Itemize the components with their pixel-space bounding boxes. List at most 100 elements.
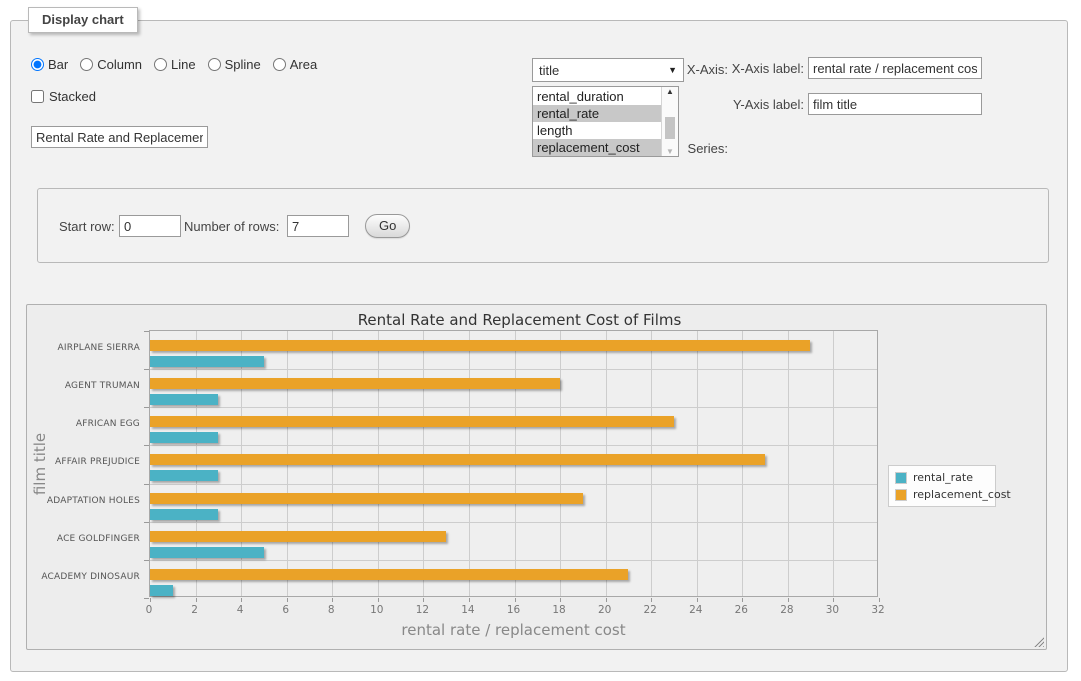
row-range-panel: Start row: Number of rows: Go bbox=[37, 188, 1049, 263]
x-tick-label: 32 bbox=[871, 604, 884, 616]
tick-mark bbox=[144, 407, 149, 408]
resize-grip-icon[interactable] bbox=[1032, 635, 1044, 647]
tick-mark bbox=[606, 598, 607, 602]
category-label: AFRICAN EGG bbox=[27, 419, 140, 429]
chart-legend: rental_rate replacement_cost bbox=[888, 465, 996, 507]
panel-title: Display chart bbox=[28, 7, 138, 33]
tick-mark bbox=[833, 598, 834, 602]
series-option-replacement_cost[interactable]: replacement_cost bbox=[533, 139, 661, 156]
gridline bbox=[833, 331, 834, 596]
x-axis-select-value: title bbox=[539, 63, 559, 78]
y-axis-title-label: Y-Axis label: bbox=[711, 97, 804, 112]
legend-entry-replacement_cost: replacement_cost bbox=[895, 488, 989, 501]
category-label: ADAPTATION HOLES bbox=[27, 496, 140, 506]
chart-type-radio-spline[interactable] bbox=[208, 58, 221, 71]
chart-type-radio-label: Spline bbox=[225, 57, 261, 72]
x-tick-label: 30 bbox=[826, 604, 839, 616]
tick-mark bbox=[332, 598, 333, 602]
start-row-input[interactable] bbox=[119, 215, 181, 237]
scrollbar-thumb[interactable] bbox=[665, 117, 675, 139]
bar-rental_rate bbox=[150, 432, 218, 443]
chart-type-radio-label: Bar bbox=[48, 57, 68, 72]
legend-swatch-icon bbox=[895, 472, 907, 484]
x-tick-label: 18 bbox=[552, 604, 565, 616]
tick-mark bbox=[560, 598, 561, 602]
x-axis-title-label: X-Axis label: bbox=[711, 61, 804, 76]
x-axis-select[interactable]: title ▼ bbox=[532, 58, 684, 82]
gridline bbox=[788, 331, 789, 596]
number-of-rows-input[interactable] bbox=[287, 215, 349, 237]
x-tick-label: 0 bbox=[146, 604, 153, 616]
stacked-checkbox[interactable] bbox=[31, 90, 44, 103]
bar-rental_rate bbox=[150, 585, 173, 596]
stacked-row: Stacked bbox=[31, 89, 96, 104]
legend-label: replacement_cost bbox=[913, 488, 1011, 501]
series-option-rental_rate[interactable]: rental_rate bbox=[533, 105, 661, 122]
gridline bbox=[150, 560, 877, 561]
tick-mark bbox=[144, 369, 149, 370]
x-tick-label: 8 bbox=[328, 604, 335, 616]
chart-type-radio-bar[interactable] bbox=[31, 58, 44, 71]
tick-mark bbox=[469, 598, 470, 602]
category-label: ACE GOLDFINGER bbox=[27, 534, 140, 544]
tick-mark bbox=[879, 598, 880, 602]
y-axis-title-input[interactable] bbox=[808, 93, 982, 115]
number-of-rows-label: Number of rows: bbox=[184, 219, 279, 234]
chart-type-option-line[interactable]: Line bbox=[154, 57, 196, 72]
chart-type-radio-label: Line bbox=[171, 57, 196, 72]
scroll-down-icon[interactable]: ▼ bbox=[662, 147, 678, 156]
chart-type-radio-line[interactable] bbox=[154, 58, 167, 71]
x-tick-label: 22 bbox=[644, 604, 657, 616]
tick-mark bbox=[196, 598, 197, 602]
bar-replacement_cost bbox=[150, 493, 583, 504]
series-option-length[interactable]: length bbox=[533, 122, 661, 139]
gridline bbox=[150, 484, 877, 485]
chart-type-radio-label: Area bbox=[290, 57, 317, 72]
tick-mark bbox=[742, 598, 743, 602]
tick-mark bbox=[241, 598, 242, 602]
category-label: AIRPLANE SIERRA bbox=[27, 343, 140, 353]
tick-mark bbox=[287, 598, 288, 602]
category-label: AGENT TRUMAN bbox=[27, 381, 140, 391]
x-tick-label: 10 bbox=[370, 604, 383, 616]
series-option-rental_duration[interactable]: rental_duration bbox=[533, 88, 661, 105]
tick-mark bbox=[144, 484, 149, 485]
go-button[interactable]: Go bbox=[365, 214, 410, 238]
tick-mark bbox=[150, 598, 151, 602]
chart-type-option-spline[interactable]: Spline bbox=[208, 57, 261, 72]
legend-label: rental_rate bbox=[913, 471, 973, 484]
x-tick-label: 12 bbox=[416, 604, 429, 616]
tick-mark bbox=[651, 598, 652, 602]
chart-title: Rental Rate and Replacement Cost of Film… bbox=[27, 311, 1012, 329]
x-tick-label: 28 bbox=[780, 604, 793, 616]
chart-type-option-column[interactable]: Column bbox=[80, 57, 142, 72]
bar-rental_rate bbox=[150, 547, 264, 558]
chart-x-axis-title: rental rate / replacement cost bbox=[149, 621, 878, 639]
bar-replacement_cost bbox=[150, 454, 765, 465]
series-multiselect[interactable]: rental_durationrental_ratelengthreplacem… bbox=[532, 86, 679, 157]
chevron-down-icon: ▼ bbox=[668, 65, 677, 75]
series-scrollbar[interactable]: ▲ ▼ bbox=[661, 87, 678, 156]
x-tick-label: 26 bbox=[735, 604, 748, 616]
chart-type-radio-column[interactable] bbox=[80, 58, 93, 71]
gridline bbox=[150, 445, 877, 446]
gridline bbox=[150, 369, 877, 370]
chart-title-input[interactable] bbox=[31, 126, 208, 148]
tick-mark bbox=[697, 598, 698, 602]
chart-type-option-area[interactable]: Area bbox=[273, 57, 317, 72]
plot-grid bbox=[149, 330, 878, 597]
tick-mark bbox=[144, 331, 149, 332]
chart-type-radio-area[interactable] bbox=[273, 58, 286, 71]
chart-type-option-bar[interactable]: Bar bbox=[31, 57, 68, 72]
x-axis-title-input[interactable] bbox=[808, 57, 982, 79]
bar-replacement_cost bbox=[150, 569, 628, 580]
bar-replacement_cost bbox=[150, 340, 810, 351]
category-label: ACADEMY DINOSAUR bbox=[27, 572, 140, 582]
stacked-label: Stacked bbox=[49, 89, 96, 104]
scroll-up-icon[interactable]: ▲ bbox=[662, 87, 678, 96]
tick-mark bbox=[144, 598, 149, 599]
x-tick-label: 20 bbox=[598, 604, 611, 616]
bar-rental_rate bbox=[150, 356, 264, 367]
bar-rental_rate bbox=[150, 509, 218, 520]
tick-mark bbox=[144, 445, 149, 446]
